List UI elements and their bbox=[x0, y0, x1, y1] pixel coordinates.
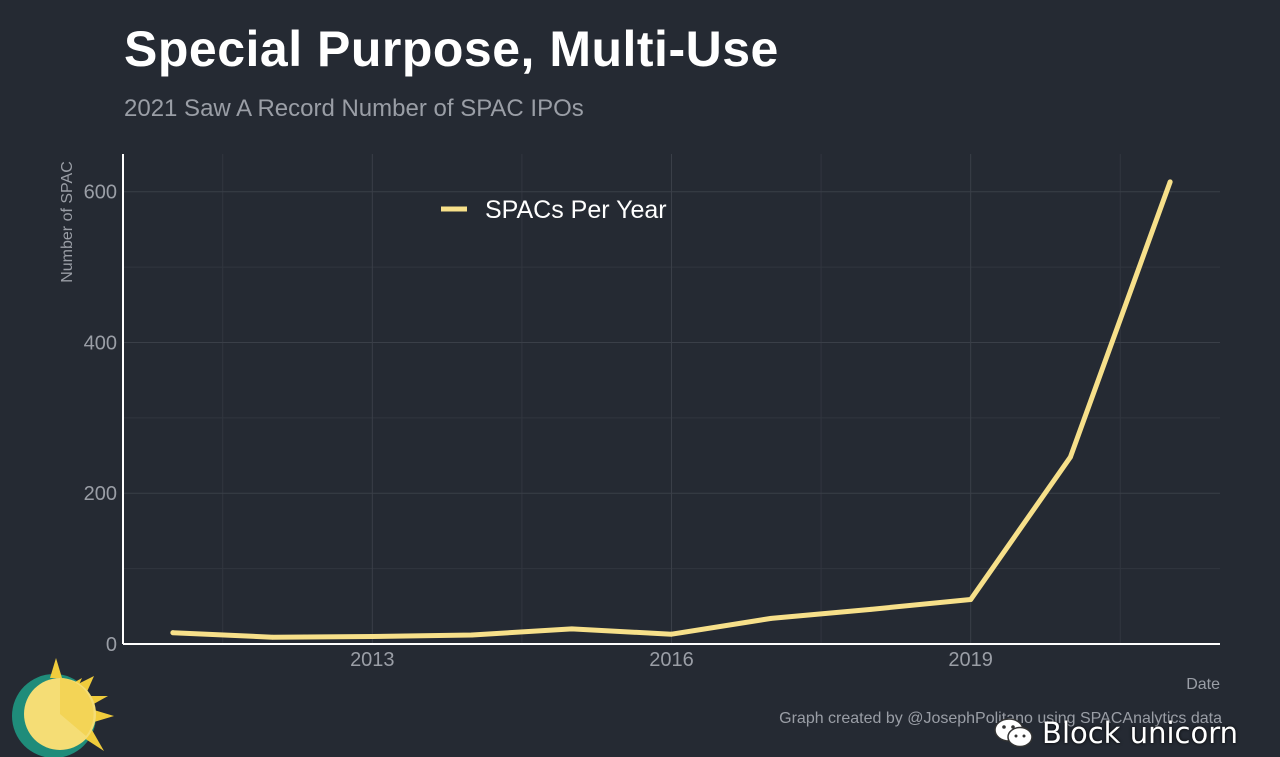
y-axis-label: Number of SPAC bbox=[59, 161, 76, 283]
sun-logo-icon bbox=[12, 658, 114, 757]
data-point bbox=[768, 615, 774, 621]
watermark: Block unicorn bbox=[992, 716, 1238, 750]
watermark-text: Block unicorn bbox=[1042, 716, 1238, 750]
legend: SPACs Per Year bbox=[441, 196, 667, 224]
x-tick-label: 2019 bbox=[948, 649, 993, 671]
data-point bbox=[868, 606, 874, 612]
data-point bbox=[1068, 454, 1073, 460]
axes bbox=[122, 154, 1220, 645]
data-point bbox=[369, 634, 375, 639]
x-axis-label: Date bbox=[1186, 676, 1220, 693]
tick-labels: 0 200 400 600 2013 2016 2019 bbox=[84, 182, 993, 671]
chart-caption: Graph created by @JosephPolitano using S… bbox=[779, 710, 1222, 727]
legend-label: SPACs Per Year bbox=[485, 196, 667, 224]
data-point bbox=[569, 626, 575, 632]
y-tick-label: 600 bbox=[84, 182, 117, 204]
series-layer bbox=[170, 179, 1173, 640]
data-point bbox=[1167, 179, 1173, 185]
data-point bbox=[270, 634, 275, 640]
major-gridlines bbox=[123, 154, 1220, 644]
x-tick-label: 2013 bbox=[350, 649, 395, 671]
wechat-icon bbox=[994, 718, 1033, 748]
data-point bbox=[669, 631, 674, 637]
chart-title: Special Purpose, Multi-Use bbox=[124, 21, 779, 77]
x-tick-label: 2016 bbox=[649, 649, 694, 671]
y-tick-label: 0 bbox=[106, 634, 117, 656]
data-point bbox=[469, 632, 475, 638]
data-point bbox=[170, 630, 176, 636]
y-tick-label: 200 bbox=[84, 483, 117, 505]
chart-subtitle: 2021 Saw A Record Number of SPAC IPOs bbox=[124, 95, 584, 122]
y-tick-label: 400 bbox=[84, 332, 117, 354]
data-point bbox=[968, 597, 974, 602]
